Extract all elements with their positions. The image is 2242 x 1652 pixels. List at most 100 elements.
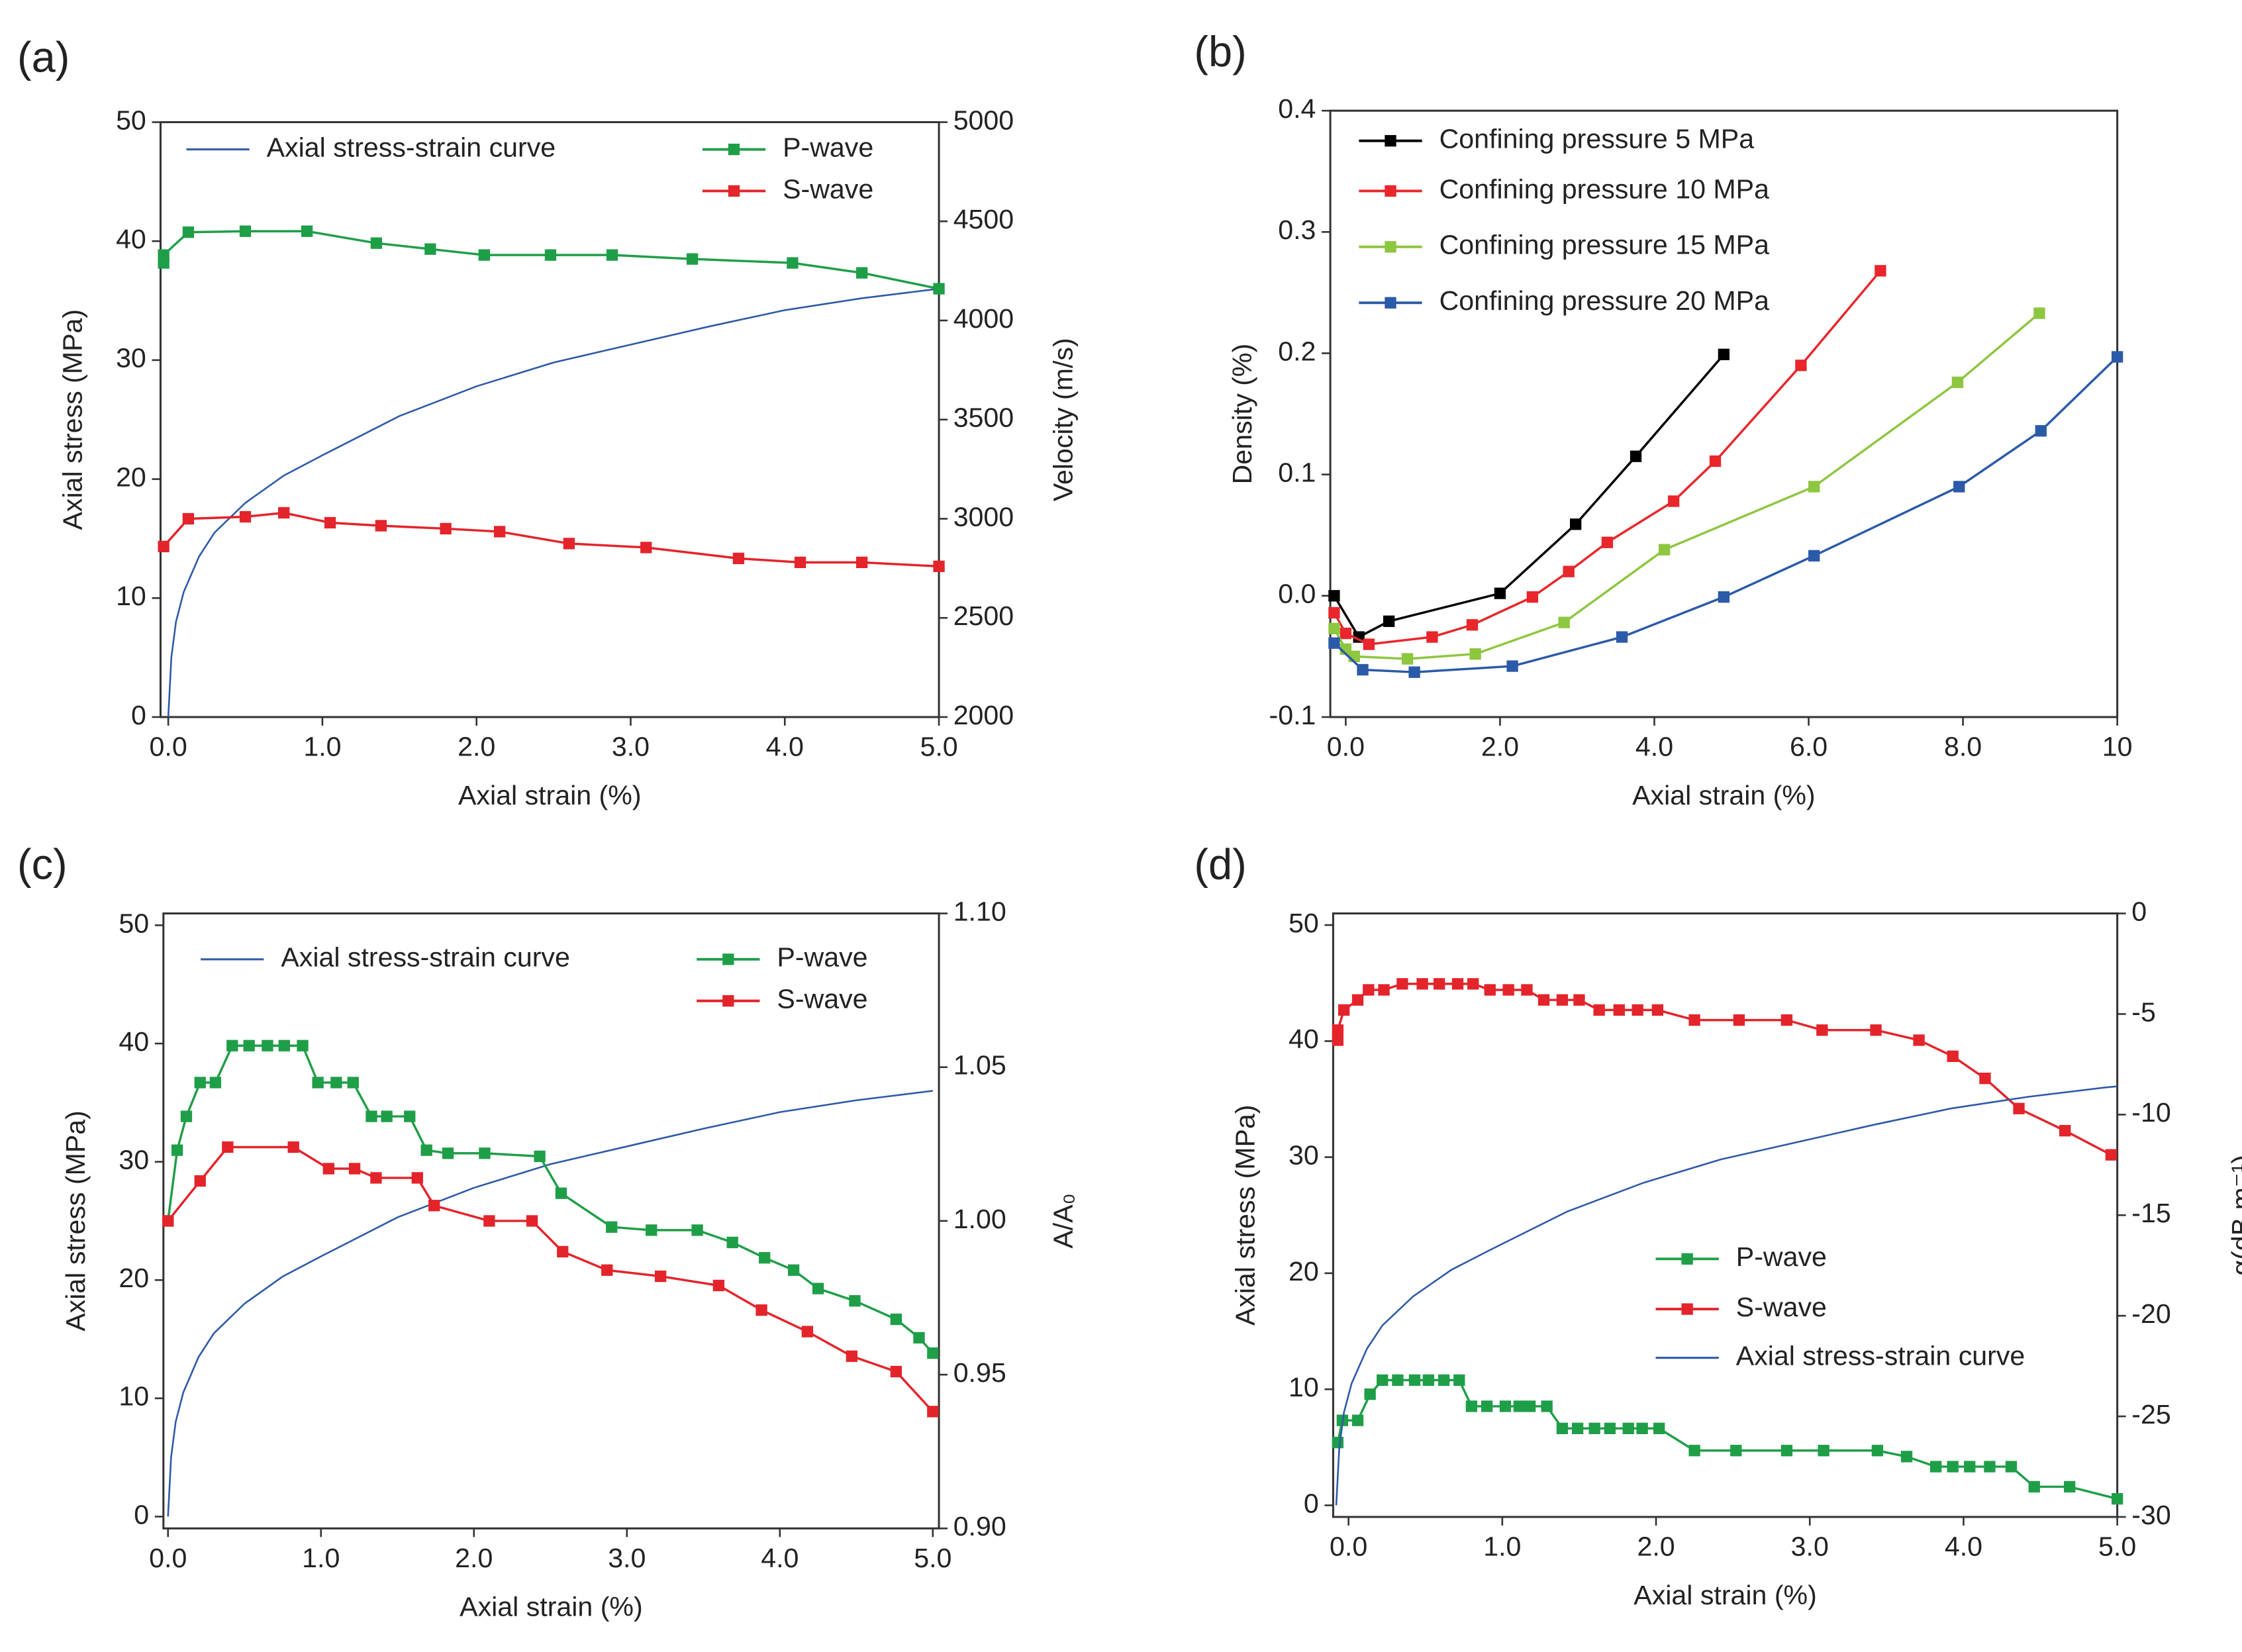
x-tick-label: 0.0 (1327, 731, 1365, 761)
marker (287, 1141, 299, 1153)
marker (370, 237, 383, 249)
marker (1328, 607, 1340, 619)
legend-marker (722, 995, 734, 1007)
marker (855, 556, 868, 569)
legend-label: Confining pressure 15 MPa (1439, 230, 1769, 260)
marker (1328, 622, 1340, 634)
marker (440, 522, 452, 535)
y2-axis-label: α(dB.m⁻¹) (2226, 1155, 2242, 1276)
marker (1364, 1388, 1376, 1400)
marker (1340, 627, 1352, 640)
x-tick-label: 3.0 (608, 1543, 646, 1573)
marker (759, 1252, 771, 1264)
y-tick-label: -0.1 (1269, 700, 1316, 730)
marker (428, 1200, 440, 1212)
y2-tick-label: -20 (2131, 1298, 2170, 1329)
marker (2005, 1461, 2018, 1473)
marker (846, 1350, 858, 1362)
marker (1730, 1445, 1742, 1457)
y-tick-label: 40 (1289, 1024, 1319, 1054)
y2-tick-label: -10 (2131, 1097, 2170, 1128)
x-axis-label: Axial strain (%) (1633, 1580, 1817, 1610)
legend-label: Confining pressure 20 MPa (1439, 285, 1769, 316)
marker (1780, 1014, 1793, 1026)
marker (606, 249, 618, 261)
marker (1951, 376, 1964, 389)
y2-axis-label: Velocity (m/s) (1048, 338, 1078, 501)
marker (278, 507, 290, 519)
marker (726, 1236, 738, 1249)
marker (913, 1332, 925, 1344)
x-tick-label: 2.0 (1481, 731, 1519, 761)
y2-tick-label: 5000 (953, 105, 1014, 135)
marker (1984, 1461, 1996, 1473)
marker (162, 1215, 174, 1227)
marker (209, 1077, 222, 1089)
marker (606, 1221, 618, 1233)
marker (1328, 590, 1340, 602)
marker (849, 1295, 861, 1307)
legend-marker (728, 143, 740, 156)
x-tick-label: 2.0 (455, 1543, 493, 1573)
marker (1653, 1422, 1665, 1434)
y-tick-label: 0.4 (1278, 93, 1316, 124)
marker (1351, 994, 1364, 1006)
marker (312, 1077, 324, 1089)
marker (801, 1326, 814, 1337)
legend-marker (722, 953, 734, 965)
marker (1426, 631, 1438, 643)
marker (1658, 544, 1671, 556)
marker (1616, 631, 1628, 643)
marker (1947, 1050, 1959, 1062)
marker (483, 1215, 495, 1227)
y-tick-label: 30 (116, 343, 146, 373)
y-tick-label: 0 (1304, 1488, 1319, 1518)
marker (420, 1144, 432, 1156)
marker (933, 283, 945, 295)
marker (555, 1187, 567, 1199)
y-tick-label: 10 (116, 581, 146, 611)
marker (544, 249, 557, 261)
marker (2111, 351, 2123, 363)
marker (1870, 1024, 1882, 1036)
x-tick-label: 0.0 (149, 1543, 187, 1573)
y-tick-label: 10 (119, 1381, 149, 1412)
y-tick-label: 50 (119, 908, 149, 938)
marker (1964, 1461, 1976, 1473)
y-tick-label: 0 (131, 700, 146, 730)
y2-tick-label: 1.05 (953, 1050, 1006, 1081)
legend-marker (1681, 1253, 1693, 1265)
series-line (167, 287, 940, 718)
marker (1451, 978, 1464, 990)
marker (691, 1224, 703, 1236)
marker (1947, 1461, 1959, 1473)
x-tick-label: 10 (2102, 731, 2133, 761)
marker (1332, 1034, 1344, 1046)
y-tick-label: 30 (1289, 1140, 1319, 1171)
y2-tick-label: -30 (2131, 1500, 2170, 1530)
y2-tick-label: 2500 (953, 601, 1014, 631)
y2-tick-label: 4000 (953, 303, 1014, 334)
marker (794, 556, 806, 569)
marker (2059, 1125, 2071, 1137)
marker (1818, 1445, 1829, 1457)
marker (2013, 1102, 2025, 1114)
legend-marker (1385, 297, 1396, 309)
marker (1526, 591, 1539, 603)
marker (1332, 1436, 1344, 1449)
marker (1651, 1004, 1664, 1016)
marker (297, 1040, 309, 1051)
marker (1588, 1422, 1600, 1434)
marker (222, 1141, 234, 1153)
marker (1363, 984, 1375, 996)
x-tick-label: 2.0 (458, 731, 495, 761)
marker (890, 1313, 902, 1326)
marker (1913, 1034, 1925, 1046)
marker (646, 1224, 658, 1236)
marker (1780, 1445, 1793, 1457)
marker (1408, 1374, 1421, 1386)
legend-marker (1385, 134, 1396, 147)
marker (158, 249, 170, 261)
